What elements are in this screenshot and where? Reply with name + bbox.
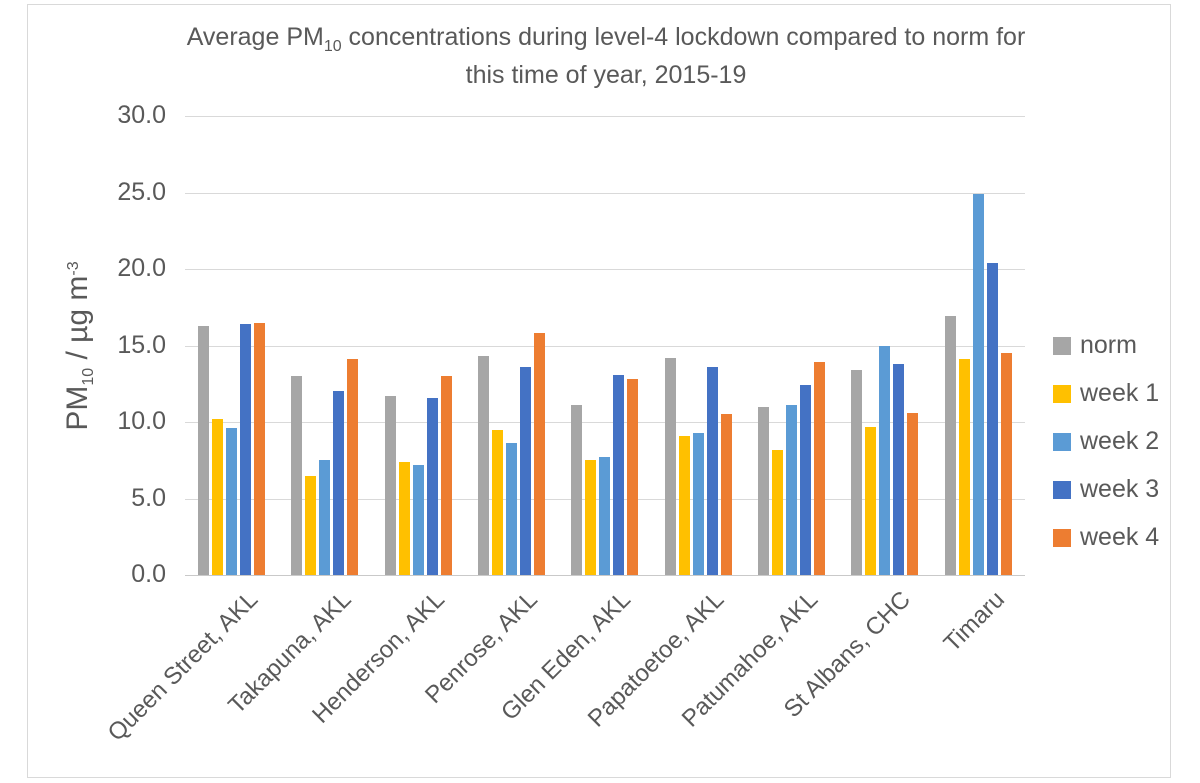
bar-week-3 — [986, 262, 998, 575]
chart-title: Average PM10 concentrations during level… — [150, 20, 1062, 92]
bar-week-1 — [958, 359, 970, 575]
bar-week-3 — [800, 385, 812, 575]
bar-week-2 — [412, 464, 424, 575]
bar-week-1 — [585, 460, 597, 575]
bar-week-3 — [240, 324, 252, 575]
bar-group — [185, 116, 278, 575]
chart-title-line1: Average PM10 concentrations during level… — [186, 23, 1026, 55]
bar-week-4 — [534, 333, 546, 575]
bar-norm — [944, 316, 956, 575]
y-tick-label: 0.0 — [131, 560, 166, 588]
bar-group — [652, 116, 745, 575]
bar-week-2 — [506, 443, 518, 575]
bar-week-3 — [426, 397, 438, 575]
bar-week-1 — [212, 418, 224, 575]
bar-week-2 — [692, 432, 704, 575]
legend-swatch-icon — [1053, 384, 1071, 403]
legend: norm week 1 week 2 week 3 week 4 — [1053, 331, 1159, 552]
bar-week-1 — [772, 449, 784, 575]
legend-label: week 2 — [1080, 427, 1160, 455]
bar-week-2 — [972, 194, 984, 575]
gridline — [185, 269, 1025, 270]
bar-week-3 — [706, 366, 718, 575]
bar-week-2 — [879, 345, 891, 575]
bar-week-1 — [305, 475, 317, 575]
legend-item: week 3 — [1053, 475, 1159, 504]
y-tick-label: 20.0 — [117, 254, 166, 282]
legend-swatch-icon — [1053, 432, 1071, 451]
legend-label: week 1 — [1080, 379, 1160, 407]
bar-week-2 — [226, 428, 238, 575]
gridline — [185, 345, 1025, 347]
bar-group — [558, 116, 651, 575]
legend-item: norm — [1053, 331, 1159, 360]
legend-item: week 2 — [1053, 427, 1159, 456]
plot-area: Queen Street, AKL Takapuna, AKL Henderson,… — [102, 116, 1025, 747]
bar-week-4 — [347, 359, 359, 575]
bar-norm — [664, 357, 676, 575]
bar-norm — [758, 406, 770, 575]
y-tick-label: 25.0 — [117, 177, 166, 206]
bar-week-2 — [319, 460, 331, 575]
y-axis-subscript: 10 — [80, 367, 97, 386]
bar-group — [932, 116, 1025, 575]
bar-week-4 — [627, 379, 639, 575]
legend-item: week 1 — [1053, 379, 1159, 408]
bar-week-1 — [678, 435, 690, 575]
bar-week-4 — [907, 412, 919, 575]
bar-norm — [198, 325, 210, 575]
legend-item: week 4 — [1053, 523, 1159, 552]
bar-week-4 — [814, 362, 826, 575]
bar-norm — [571, 405, 583, 575]
bar-norm — [384, 396, 396, 575]
bar-week-1 — [865, 426, 877, 575]
bar-week-4 — [440, 376, 452, 575]
bar-group — [372, 116, 465, 575]
bar-norm — [478, 356, 490, 575]
chart-title-line2: this time of year, 2015-19 — [465, 61, 747, 89]
bar-week-3 — [893, 363, 905, 575]
y-tick-label: 15.0 — [117, 330, 166, 359]
bar-group — [465, 116, 558, 575]
bar-week-4 — [1000, 353, 1012, 575]
gridline — [185, 192, 1025, 194]
bar-group — [278, 116, 371, 575]
x-axis-line — [185, 575, 1025, 576]
bar-week-3 — [333, 391, 345, 575]
bar-group — [745, 116, 838, 575]
bar-week-2 — [786, 405, 798, 575]
legend-label: week 4 — [1080, 523, 1160, 551]
legend-swatch-icon — [1053, 336, 1071, 355]
bar-norm — [851, 369, 863, 575]
bar-week-1 — [398, 461, 410, 575]
y-tick-label: 10.0 — [117, 407, 166, 435]
y-tick-label: 30.0 — [117, 101, 166, 129]
bar-week-3 — [520, 366, 532, 575]
bar-week-2 — [599, 457, 611, 575]
bar-norm — [291, 376, 303, 575]
legend-swatch-icon — [1053, 480, 1071, 499]
bar-week-4 — [720, 414, 732, 575]
gridline — [185, 422, 1025, 423]
bar-week-3 — [613, 374, 625, 575]
legend-label: week 3 — [1080, 475, 1160, 503]
legend-label: norm — [1080, 331, 1137, 359]
bar-week-1 — [492, 429, 504, 575]
bar-week-4 — [254, 322, 266, 575]
bar-group — [838, 116, 931, 575]
title-subscript: 10 — [323, 38, 342, 55]
gridline — [185, 116, 1025, 117]
y-tick-label: 5.0 — [131, 483, 166, 512]
legend-swatch-icon — [1053, 528, 1071, 547]
